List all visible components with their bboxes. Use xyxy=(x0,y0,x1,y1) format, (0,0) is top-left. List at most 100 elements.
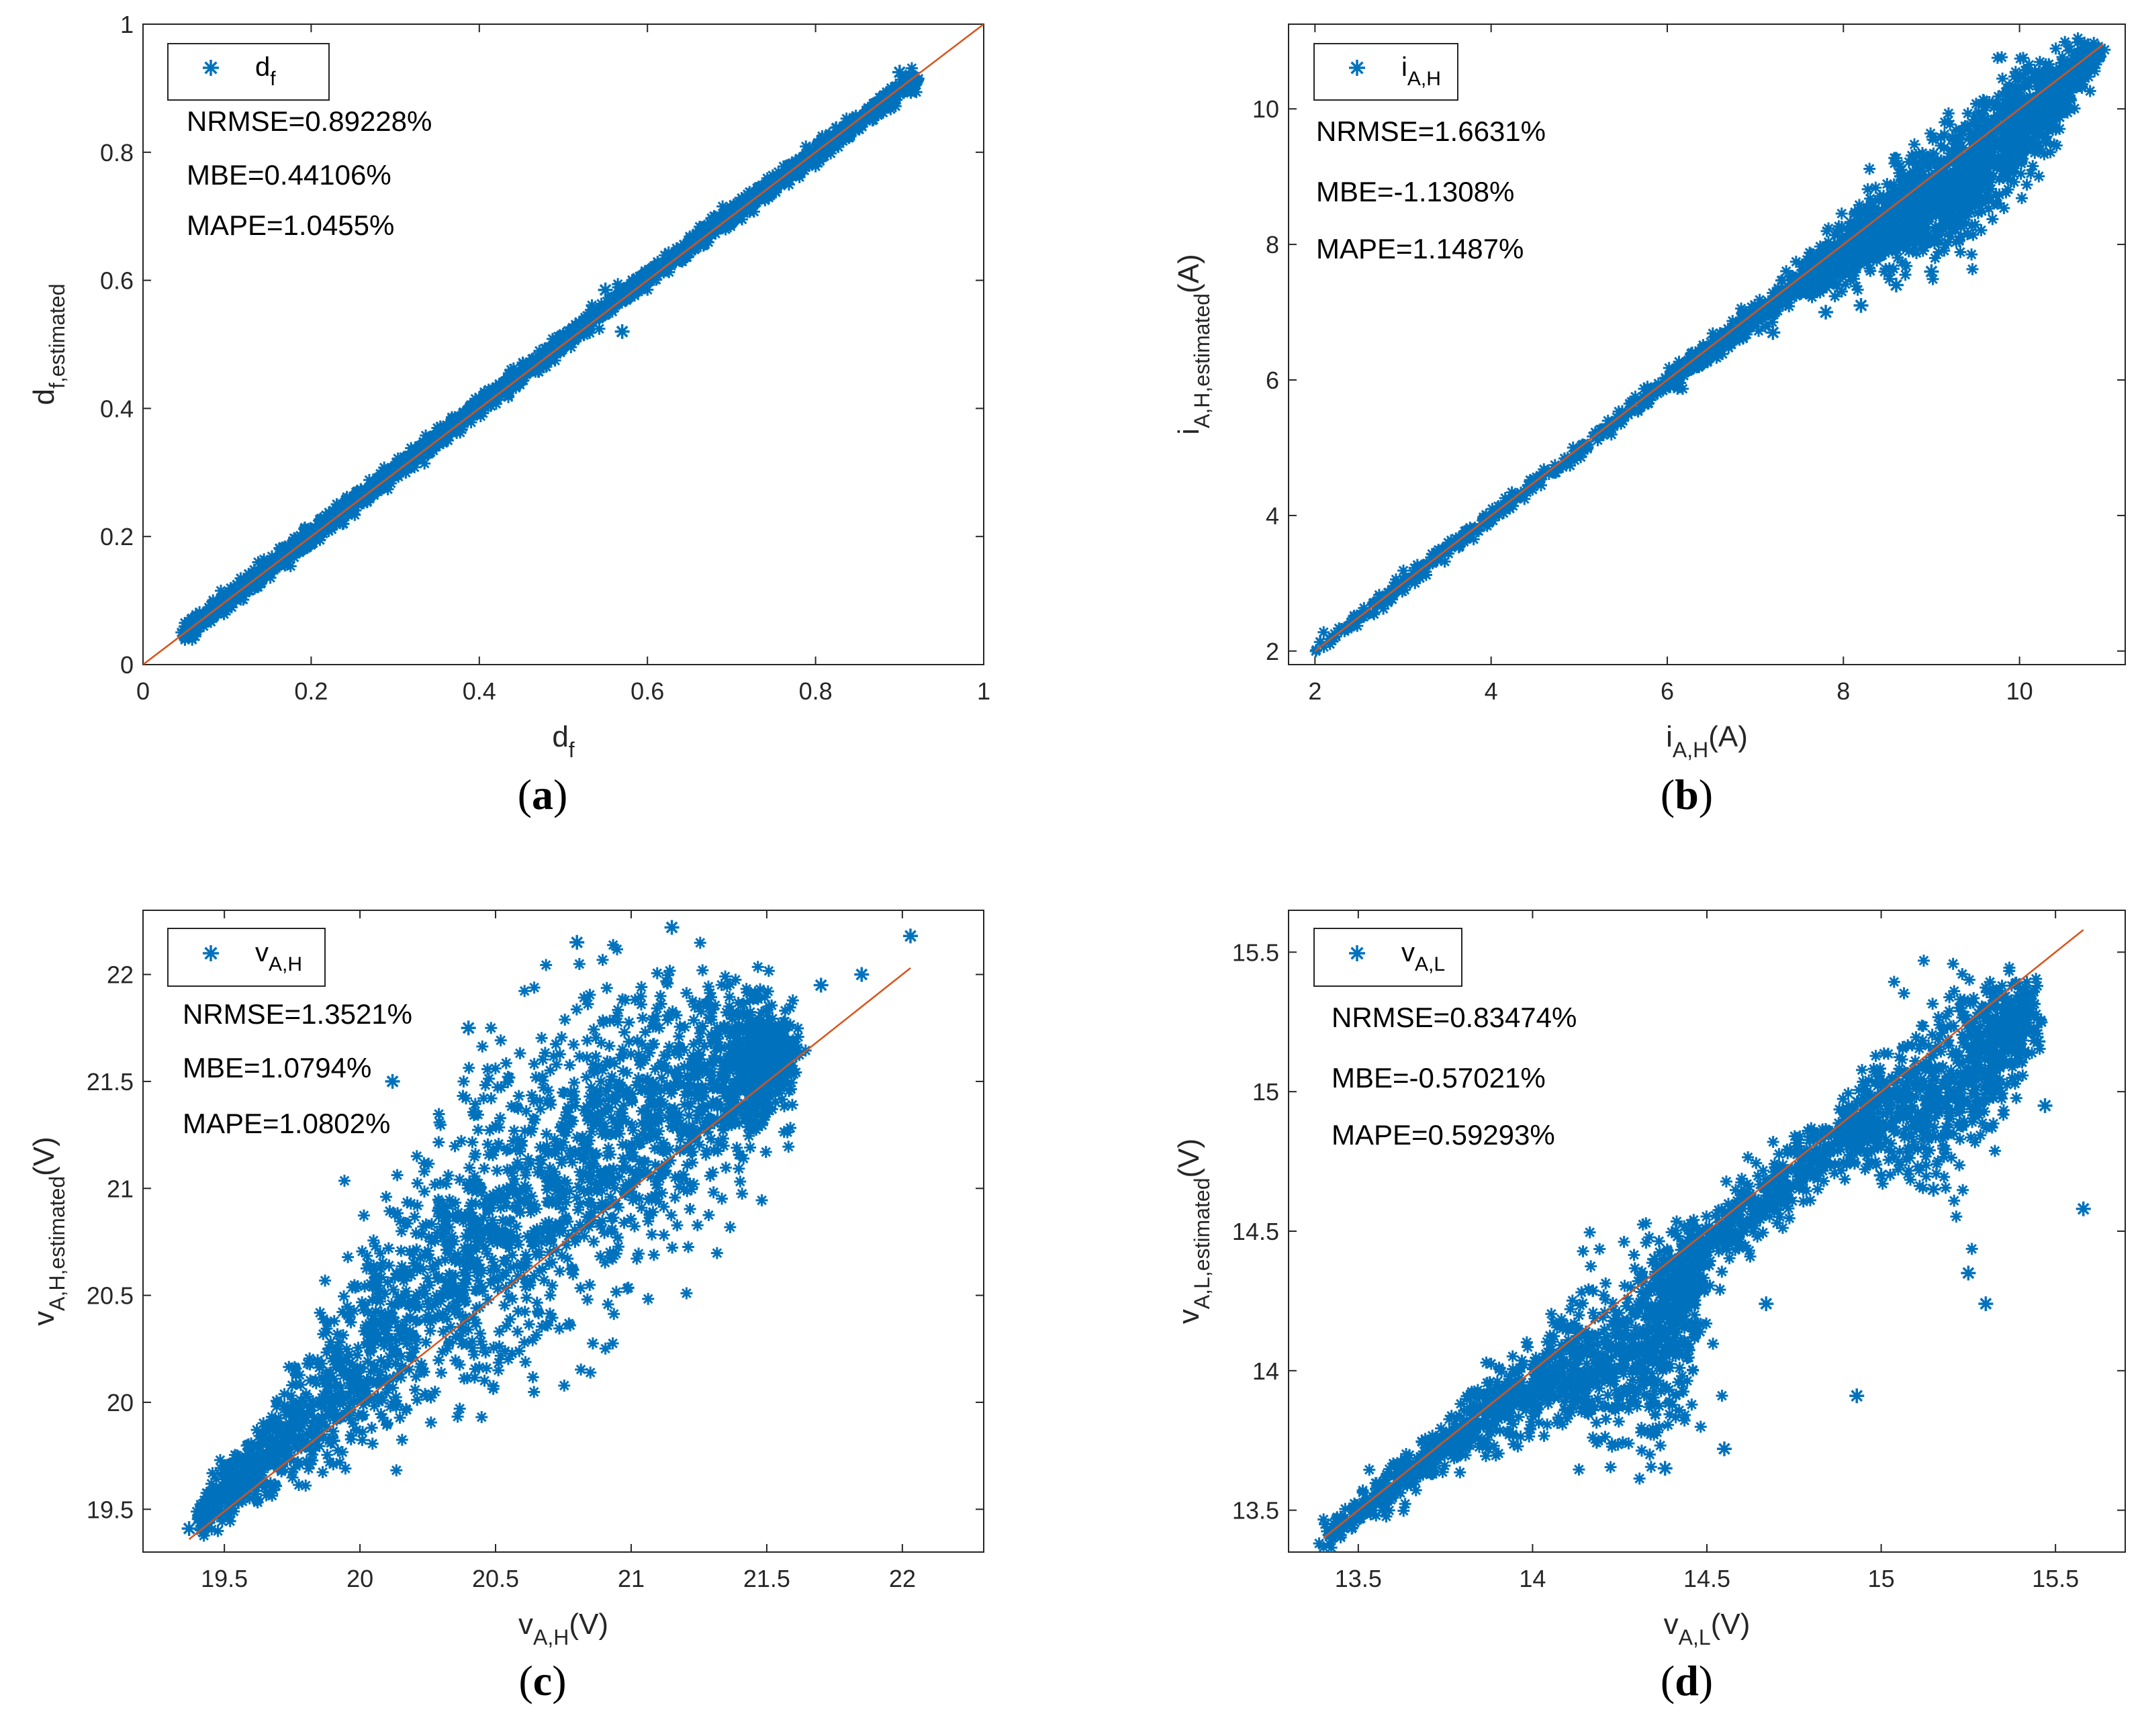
x-tick-label: 21.5 xyxy=(743,1565,790,1592)
x-axis-label-sub: A,H xyxy=(533,1625,569,1649)
legend-box xyxy=(167,43,330,101)
reference-line xyxy=(1314,44,2104,652)
reference-line xyxy=(188,967,911,1540)
panel-c: 19.5 20 20.5 21 21.5 2219.52020.52121.522vA,H… xyxy=(28,910,984,1704)
x-axis-label-main: v xyxy=(1664,1608,1679,1641)
legend: df xyxy=(167,43,330,101)
x-axis-label: vA,H(V) xyxy=(518,1608,608,1649)
legend-marker-icon xyxy=(1349,945,1365,961)
y-axis-label: vA,H,estimated(V) xyxy=(28,1137,69,1326)
y-axis-label-sub: A,H,estimated xyxy=(45,1176,69,1311)
x-tick-label: 15 xyxy=(1868,1565,1895,1592)
legend-label-main: i xyxy=(1401,52,1407,82)
y-tick-label: 13.5 xyxy=(1232,1497,1279,1525)
x-axis-label-unit: (V) xyxy=(1711,1608,1751,1641)
caption-close-paren: ) xyxy=(1699,771,1713,818)
y-axis-label-sub: A,L,estimated xyxy=(1190,1178,1214,1310)
panel-caption: (a) xyxy=(518,771,568,818)
stat-mape: MAPE=0.59293% xyxy=(1332,1119,1555,1151)
stat-mape: MAPE=1.0455% xyxy=(187,209,394,241)
x-axis-label: iA,H(A) xyxy=(1666,720,1748,762)
x-tick-label: 15.5 xyxy=(2032,1565,2079,1592)
caption-open-paren: ( xyxy=(1661,1657,1675,1704)
outlier-point xyxy=(724,202,739,218)
caption-open-paren: ( xyxy=(518,1657,532,1704)
stat-nrmse: NRMSE=1.3521% xyxy=(183,998,412,1030)
x-tick-label: 0.2 xyxy=(294,677,328,705)
x-tick-label: 10 xyxy=(2006,677,2033,705)
outlier-point xyxy=(1915,148,1930,164)
outlier-point xyxy=(598,282,613,297)
caption-close-paren: ) xyxy=(1699,1657,1713,1704)
outlier-point xyxy=(1849,1388,1865,1404)
x-axis-label-sub: f xyxy=(569,738,575,762)
x-axis-label-main: i xyxy=(1666,720,1673,753)
outlier-point xyxy=(813,977,829,993)
outlier-point xyxy=(1716,1441,1732,1457)
x-tick-label: 2 xyxy=(1308,677,1321,705)
x-tick-label: 20 xyxy=(346,1565,373,1592)
y-tick-label: 21 xyxy=(107,1175,134,1202)
legend-label-sub: A,L xyxy=(1415,953,1445,975)
stat-mape: MAPE=1.0802% xyxy=(183,1108,390,1139)
y-tick-label: 21.5 xyxy=(87,1068,134,1096)
outlier-point xyxy=(2038,135,2053,150)
y-axis-label: vA,L,estimated(V) xyxy=(1172,1139,1214,1324)
outlier-point xyxy=(1818,305,1834,320)
x-axis-label-main: v xyxy=(518,1608,533,1641)
x-axis-label-sub: A,L xyxy=(1679,1625,1711,1649)
caption-close-paren: ) xyxy=(553,771,567,818)
caption-letter: a xyxy=(532,771,553,818)
panel-a: 0 0.2 0.4 0.6 0.8 100.20.40.60.81dfNRMSE=0.89… xyxy=(28,11,990,818)
caption-open-paren: ( xyxy=(1661,771,1675,818)
y-axis-label-main: d xyxy=(28,389,60,405)
outlier-point xyxy=(1888,277,1904,293)
x-axis-label: vA,L(V) xyxy=(1664,1608,1751,1649)
x-tick-label: 22 xyxy=(889,1565,916,1592)
x-tick-label: 0.8 xyxy=(799,677,833,705)
stat-mbe: MBE=-0.57021% xyxy=(1332,1062,1546,1094)
scatter-layer xyxy=(1313,929,2091,1552)
x-tick-label: 0.6 xyxy=(631,677,664,705)
outlier-point xyxy=(569,934,585,950)
x-tick-label: 21 xyxy=(618,1565,645,1592)
legend-label: iA,H xyxy=(1401,52,1441,90)
outlier-point xyxy=(1924,264,1939,279)
outlier-point xyxy=(1961,1265,1976,1281)
x-axis-label-sub: A,H xyxy=(1673,738,1708,762)
x-axis-label-main: d xyxy=(552,720,568,753)
outlier-point xyxy=(1759,1296,1774,1312)
legend-label-main: d xyxy=(255,52,270,82)
outlier-point xyxy=(664,920,680,935)
y-tick-label: 14.5 xyxy=(1232,1218,1279,1245)
legend-box xyxy=(1313,928,1462,987)
caption-letter: c xyxy=(533,1657,552,1704)
y-axis-label-main: i xyxy=(1172,428,1205,435)
y-tick-label: 0.8 xyxy=(100,139,134,166)
stat-mape: MAPE=1.1487% xyxy=(1316,233,1524,264)
outlier-point xyxy=(1657,1461,1673,1476)
x-tick-label: 1 xyxy=(977,677,990,705)
legend-label-main: v xyxy=(255,938,269,967)
legend-marker-icon xyxy=(1349,60,1365,76)
legend-label: df xyxy=(255,52,276,90)
x-tick-label: 6 xyxy=(1661,677,1674,705)
stat-mbe: MBE=-1.1308% xyxy=(1316,176,1514,207)
y-tick-label: 0.6 xyxy=(100,267,134,295)
stat-mbe: MBE=0.44106% xyxy=(187,159,391,191)
legend-box xyxy=(167,928,326,987)
x-axis-label-unit: (A) xyxy=(1708,720,1748,753)
x-tick-label: 19.5 xyxy=(201,1565,248,1592)
outlier-point xyxy=(1853,297,1869,313)
outlier-point xyxy=(2076,1201,2091,1216)
legend-label-sub: f xyxy=(270,68,276,90)
outlier-point xyxy=(181,1521,197,1536)
stat-nrmse: NRMSE=0.89228% xyxy=(187,105,432,137)
x-tick-label: 4 xyxy=(1485,677,1498,705)
stat-nrmse: NRMSE=0.83474% xyxy=(1332,1002,1577,1033)
x-tick-label: 0 xyxy=(136,677,150,705)
panel-b: 2 4 6 8 10246810iA,HNRMSE=1.6631%MBE=-1.1308… xyxy=(1172,23,2126,818)
y-tick-label: 6 xyxy=(1266,367,1279,394)
y-tick-label: 20 xyxy=(107,1389,134,1416)
